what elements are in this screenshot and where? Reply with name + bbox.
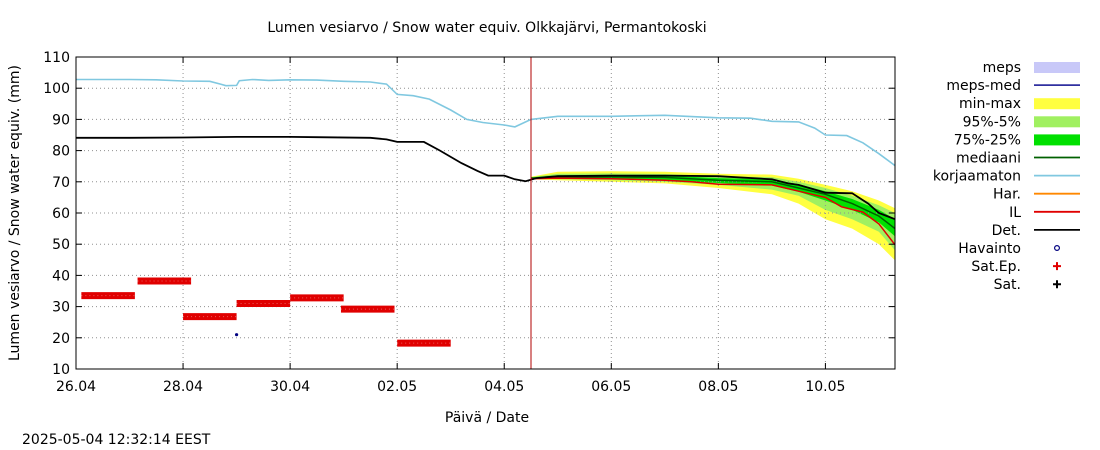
x-tick-label: 26.04 bbox=[56, 379, 96, 395]
legend-swatch bbox=[1034, 62, 1080, 73]
legend-label: 75%-25% bbox=[954, 132, 1021, 148]
x-tick-label: 10.05 bbox=[805, 379, 845, 395]
y-tick-label: 10 bbox=[52, 362, 70, 378]
forecast-bands bbox=[531, 171, 895, 261]
legend-swatch bbox=[1053, 245, 1060, 252]
x-axis-label: Päivä / Date bbox=[445, 410, 529, 426]
y-tick-label: 110 bbox=[43, 50, 70, 66]
legend-label: korjaamaton bbox=[933, 169, 1021, 185]
x-tick-label: 28.04 bbox=[163, 379, 203, 395]
legend-label: Sat.Ep. bbox=[971, 259, 1021, 275]
legend-swatch bbox=[1034, 98, 1080, 110]
y-tick-label: 30 bbox=[52, 300, 70, 316]
marker-group bbox=[81, 277, 451, 347]
p75-25-band bbox=[531, 174, 895, 237]
legend-label: min-max bbox=[959, 96, 1021, 112]
chart-title: Lumen vesiarvo / Snow water equiv. Olkka… bbox=[267, 20, 706, 36]
legend-swatch bbox=[1034, 116, 1080, 128]
y-tick-label: 100 bbox=[43, 81, 70, 97]
legend-label: 95%-5% bbox=[963, 114, 1021, 130]
x-tick-label: 30.04 bbox=[270, 379, 310, 395]
legend-swatch bbox=[1034, 134, 1080, 146]
legend-label: IL bbox=[1009, 205, 1021, 221]
grid-lines bbox=[76, 57, 895, 369]
legend-swatch bbox=[1053, 262, 1061, 271]
legend: meps meps-med min-max 95%-5% 75%-25% mediaani… bbox=[933, 60, 1080, 293]
legend-label: meps-med bbox=[946, 78, 1021, 94]
x-tick-label: 02.05 bbox=[377, 379, 417, 395]
il-line bbox=[530, 177, 896, 246]
y-tick-label: 50 bbox=[52, 237, 70, 253]
legend-label: mediaani bbox=[956, 151, 1021, 167]
mediaani-line bbox=[530, 176, 896, 230]
x-tick-label: 04.05 bbox=[484, 379, 524, 395]
series-group bbox=[76, 57, 896, 369]
legend-label: Havainto bbox=[958, 241, 1021, 257]
det-line bbox=[76, 135, 896, 221]
y-tick-label: 70 bbox=[52, 175, 70, 191]
legend-label: Har. bbox=[993, 187, 1021, 203]
y-tick-label: 90 bbox=[52, 112, 70, 128]
x-tick-label: 06.05 bbox=[591, 379, 631, 395]
legend-label: Det. bbox=[992, 223, 1021, 239]
havainto-point bbox=[234, 333, 239, 337]
y-tick-label: 80 bbox=[52, 144, 70, 160]
korjaamaton-line bbox=[76, 78, 896, 167]
axis-labels: 10 20 30 40 50 60 70 80 90 100 110 26.04 28.04 30.04 0… bbox=[43, 50, 895, 395]
y-tick-label: 20 bbox=[52, 331, 70, 347]
x-tick-label: 08.05 bbox=[698, 379, 738, 395]
y-tick-label: 60 bbox=[52, 206, 70, 222]
timestamp: 2025-05-04 12:32:14 EEST bbox=[22, 432, 211, 448]
legend-label: Sat. bbox=[994, 277, 1021, 293]
legend-label: meps bbox=[983, 60, 1021, 76]
y-tick-label: 40 bbox=[52, 268, 70, 284]
y-axis-label: Lumen vesiarvo / Snow water equiv. (mm) bbox=[7, 65, 23, 361]
legend-swatch bbox=[1053, 280, 1061, 289]
